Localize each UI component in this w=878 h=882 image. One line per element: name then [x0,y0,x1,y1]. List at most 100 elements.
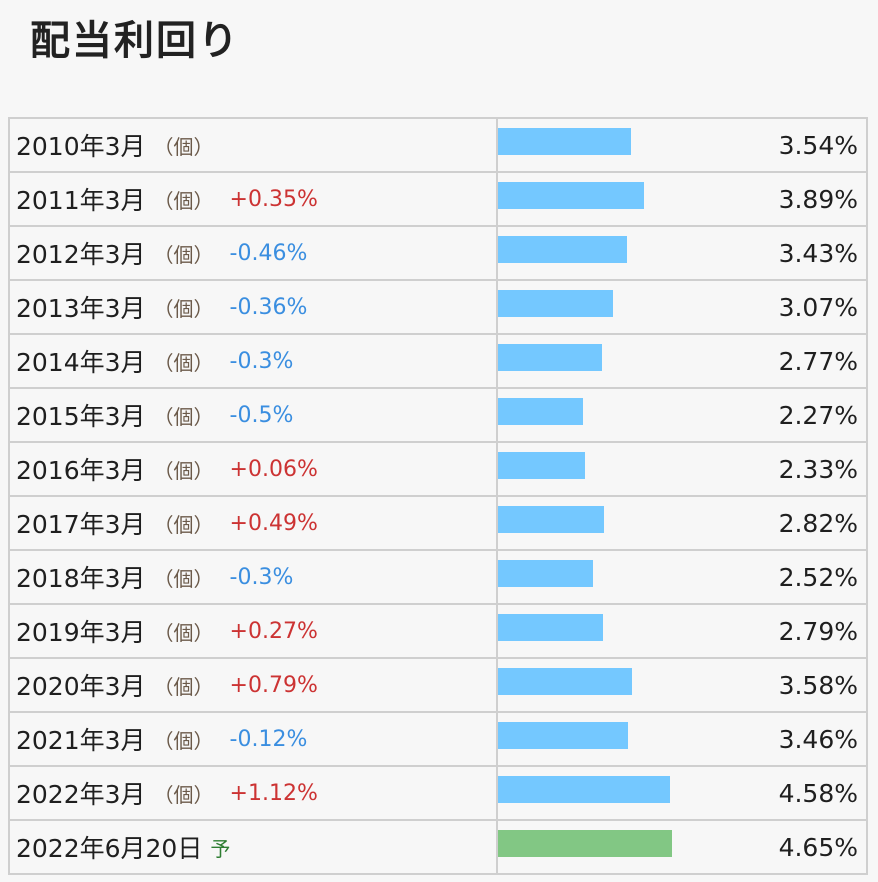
change-label: -0.3% [229,564,294,590]
change-label: +0.49% [229,510,318,536]
change-label: +0.27% [229,618,318,644]
period-label: 2020年3月 [16,672,146,701]
column-divider [496,173,498,225]
yield-bar [498,128,631,155]
yield-bar [498,398,583,425]
consolidation-tag: （個） [153,404,214,429]
table-row: 2015年3月 （個） -0.5% 2.27% [8,389,868,443]
column-divider [496,659,498,711]
dividend-yield-table: 2010年3月 （個） 3.54% 2011年3月 （個） +0.35% 3.89% 2012… [8,117,868,875]
yield-bar [498,668,632,695]
row-label: 2022年3月 （個） +1.12% [16,767,318,819]
column-divider [496,713,498,765]
consolidation-tag: （個） [153,728,214,753]
table-row: 2010年3月 （個） 3.54% [8,119,868,173]
yield-bar [498,452,585,479]
consolidation-tag: （個） [153,566,214,591]
yield-bar [498,560,593,587]
consolidation-tag: （個） [153,782,214,807]
column-divider [496,551,498,603]
value-label: 3.58% [778,670,858,700]
value-label: 3.43% [778,238,858,268]
value-label: 2.52% [778,562,858,592]
value-label: 3.54% [778,130,858,160]
consolidation-tag: （個） [153,134,214,159]
table-row: 2022年3月 （個） +1.12% 4.58% [8,767,868,821]
column-divider [496,281,498,333]
yield-bar [498,722,628,749]
column-divider [496,443,498,495]
consolidation-tag: （個） [153,620,214,645]
row-label: 2011年3月 （個） +0.35% [16,173,318,225]
column-divider [496,119,498,171]
change-label: +0.06% [229,456,318,482]
column-divider [496,821,498,873]
table-row: 2017年3月 （個） +0.49% 2.82% [8,497,868,551]
row-label: 2018年3月 （個） -0.3% [16,551,293,603]
period-label: 2016年3月 [16,456,146,485]
column-divider [496,767,498,819]
forecast-bar [498,830,672,857]
column-divider [496,497,498,549]
period-label: 2011年3月 [16,186,146,215]
value-label: 4.65% [778,832,858,862]
change-label: +0.35% [229,186,318,212]
value-label: 2.77% [778,346,858,376]
consolidation-tag: （個） [153,674,214,699]
yield-bar [498,344,602,371]
table-row: 2022年6月20日予 4.65% [8,821,868,875]
value-label: 4.58% [778,778,858,808]
change-label: -0.12% [229,726,308,752]
period-label: 2019年3月 [16,618,146,647]
period-label: 2022年6月20日 [16,834,203,863]
period-label: 2022年3月 [16,780,146,809]
column-divider [496,605,498,657]
period-label: 2017年3月 [16,510,146,539]
table-row: 2018年3月 （個） -0.3% 2.52% [8,551,868,605]
change-label: +0.79% [229,672,318,698]
period-label: 2010年3月 [16,132,146,161]
row-label: 2017年3月 （個） +0.49% [16,497,318,549]
value-label: 2.33% [778,454,858,484]
row-label: 2019年3月 （個） +0.27% [16,605,318,657]
consolidation-tag: （個） [153,512,214,537]
consolidation-tag: （個） [153,188,214,213]
change-label: -0.36% [229,294,308,320]
table-row: 2013年3月 （個） -0.36% 3.07% [8,281,868,335]
column-divider [496,227,498,279]
row-label: 2021年3月 （個） -0.12% [16,713,307,765]
table-row: 2011年3月 （個） +0.35% 3.89% [8,173,868,227]
period-label: 2015年3月 [16,402,146,431]
row-label: 2015年3月 （個） -0.5% [16,389,293,441]
page-title: 配当利回り [30,18,240,64]
column-divider [496,389,498,441]
row-label: 2020年3月 （個） +0.79% [16,659,318,711]
row-label: 2013年3月 （個） -0.36% [16,281,307,333]
row-label: 2022年6月20日予 [16,821,230,873]
change-label: -0.5% [229,402,294,428]
row-label: 2010年3月 （個） [16,119,214,171]
table-row: 2014年3月 （個） -0.3% 2.77% [8,335,868,389]
table-row: 2016年3月 （個） +0.06% 2.33% [8,443,868,497]
column-divider [496,335,498,387]
table-row: 2019年3月 （個） +0.27% 2.79% [8,605,868,659]
row-label: 2016年3月 （個） +0.06% [16,443,318,495]
consolidation-tag: （個） [153,242,214,267]
period-label: 2018年3月 [16,564,146,593]
change-label: -0.46% [229,240,308,266]
table-row: 2012年3月 （個） -0.46% 3.43% [8,227,868,281]
value-label: 2.82% [778,508,858,538]
consolidation-tag: （個） [153,296,214,321]
period-label: 2012年3月 [16,240,146,269]
row-label: 2012年3月 （個） -0.46% [16,227,307,279]
value-label: 3.46% [778,724,858,754]
yield-bar [498,506,604,533]
yield-bar [498,614,603,641]
change-label: +1.12% [229,780,318,806]
consolidation-tag: （個） [153,458,214,483]
consolidation-tag: （個） [153,350,214,375]
row-label: 2014年3月 （個） -0.3% [16,335,293,387]
table-row: 2021年3月 （個） -0.12% 3.46% [8,713,868,767]
change-label: -0.3% [229,348,294,374]
yield-bar [498,182,644,209]
